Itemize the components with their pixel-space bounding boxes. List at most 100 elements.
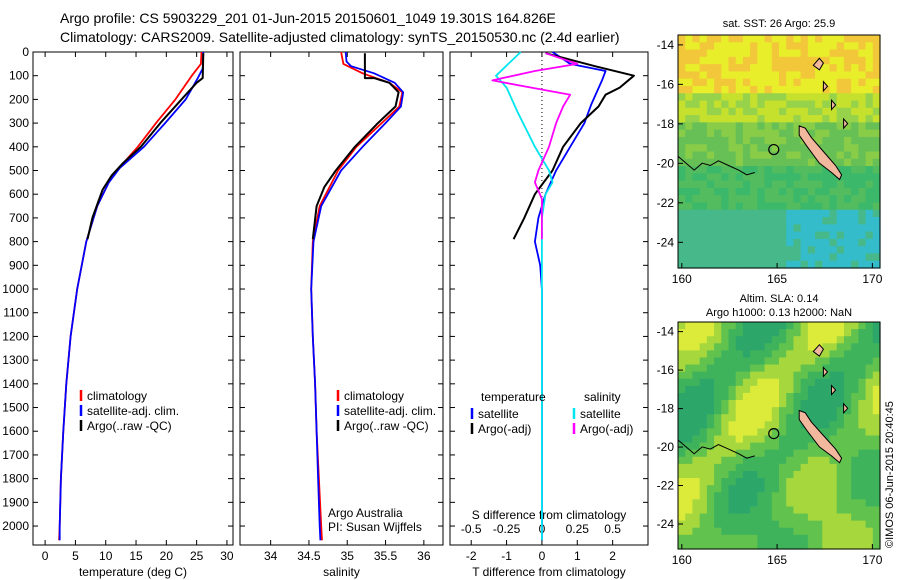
heatmap-cell: [786, 231, 795, 240]
heatmap-cell: [728, 371, 737, 380]
heatmap-cell: [685, 428, 694, 437]
heatmap-cell: [786, 506, 795, 515]
heatmap-cell: [764, 122, 773, 131]
heatmap-cell: [829, 56, 838, 65]
heatmap-cell: [678, 64, 686, 73]
heatmap-cell: [678, 343, 686, 351]
heatmap-cell: [779, 158, 787, 167]
series-line: [491, 52, 579, 240]
heatmap-cell: [872, 35, 881, 43]
heatmap-cell: [742, 122, 751, 131]
heatmap-cell: [757, 343, 766, 351]
heatmap-cell: [815, 322, 823, 330]
heatmap-cell: [757, 428, 766, 437]
heatmap-cell: [678, 85, 686, 94]
heatmap-cell: [793, 478, 802, 486]
heatmap-cell: [678, 485, 686, 493]
heatmap-cell: [786, 187, 795, 196]
heatmap-cell: [685, 115, 694, 123]
heatmap-cell: [706, 224, 715, 233]
x-tick-label: 0: [539, 549, 546, 563]
heatmap-cell: [829, 350, 838, 359]
heatmap-cell: [771, 122, 780, 131]
heatmap-cell: [742, 231, 751, 240]
heatmap-cell: [721, 520, 730, 529]
y-tick-label: 900: [9, 258, 29, 272]
heatmap-cell: [692, 392, 701, 401]
heatmap-cell: [685, 56, 694, 65]
heatmap-cell: [685, 260, 694, 269]
heatmap-cell: [764, 513, 773, 522]
heatmap-cell: [786, 158, 795, 167]
heatmap-cell: [865, 492, 874, 500]
heatmap-cell: [714, 357, 722, 366]
heatmap-cell: [728, 364, 737, 373]
heatmap-cell: [786, 414, 795, 422]
heatmap-cell: [685, 492, 694, 500]
heatmap-cell: [764, 85, 773, 94]
heatmap-cell: [858, 407, 867, 415]
heatmap-cell: [771, 513, 780, 522]
heatmap-cell: [699, 478, 708, 486]
y-tick-label: -22: [657, 479, 675, 493]
heatmap-cell: [815, 421, 823, 430]
heatmap-cell: [721, 541, 730, 550]
heatmap-cell: [836, 144, 845, 153]
heatmap-cell: [764, 107, 773, 116]
heatmap-cell: [757, 78, 766, 87]
heatmap-cell: [692, 534, 701, 543]
heatmap-cell: [721, 392, 730, 401]
heatmap-cell: [793, 534, 802, 543]
heatmap-cell: [706, 463, 715, 472]
map-title: sat. SST: 26 Argo: 25.9: [723, 18, 836, 30]
heatmap-cell: [807, 78, 816, 87]
heatmap-cell: [750, 329, 758, 337]
heatmap-cell: [757, 35, 766, 43]
heatmap-cell: [865, 238, 874, 247]
heatmap-cell: [836, 407, 845, 415]
heatmap-cell: [800, 371, 809, 380]
heatmap-cell: [678, 35, 686, 43]
heatmap-cell: [757, 93, 766, 102]
series-line: [58, 51, 203, 541]
heatmap-cell: [843, 513, 852, 522]
heatmap-cell: [678, 336, 686, 344]
heatmap-cell: [728, 71, 737, 80]
heatmap-cell: [858, 329, 867, 337]
heatmap-cell: [822, 499, 831, 508]
heatmap-cell: [692, 513, 701, 522]
heatmap-cell: [779, 173, 787, 182]
x-tick-label: 10: [99, 549, 113, 563]
heatmap-cell: [836, 166, 845, 174]
y-tick-label: 1100: [3, 306, 29, 320]
heatmap-cell: [750, 253, 758, 262]
series-line: [58, 51, 205, 541]
heatmap-cell: [685, 78, 694, 87]
heatmap-cell: [800, 107, 809, 116]
heatmap-cell: [800, 56, 809, 65]
heatmap-cell: [858, 35, 867, 43]
x-axis-label: salinity: [323, 565, 360, 579]
heatmap-cell: [858, 56, 867, 65]
heatmap-cell: [678, 421, 686, 430]
heatmap-cell: [706, 442, 715, 451]
heatmap-cell: [735, 35, 744, 43]
heatmap-cell: [699, 151, 708, 160]
heatmap-cell: [685, 442, 694, 451]
heatmap-cell: [793, 463, 802, 472]
heatmap-cell: [800, 478, 809, 486]
heatmap-cell: [714, 253, 722, 262]
heatmap-cell: [793, 407, 802, 415]
heatmap-cell: [764, 93, 773, 102]
heatmap-cell: [829, 195, 838, 204]
series-line: [86, 53, 205, 240]
heatmap-cell: [714, 329, 722, 337]
heatmap-cell: [822, 49, 831, 58]
heatmap-cell: [807, 231, 816, 240]
heatmap-cell: [865, 56, 874, 65]
heatmap-cell: [721, 463, 730, 472]
heatmap-cell: [793, 527, 802, 536]
heatmap-cell: [851, 442, 859, 451]
heatmap-cell: [714, 527, 722, 536]
heatmap-cell: [800, 180, 809, 189]
